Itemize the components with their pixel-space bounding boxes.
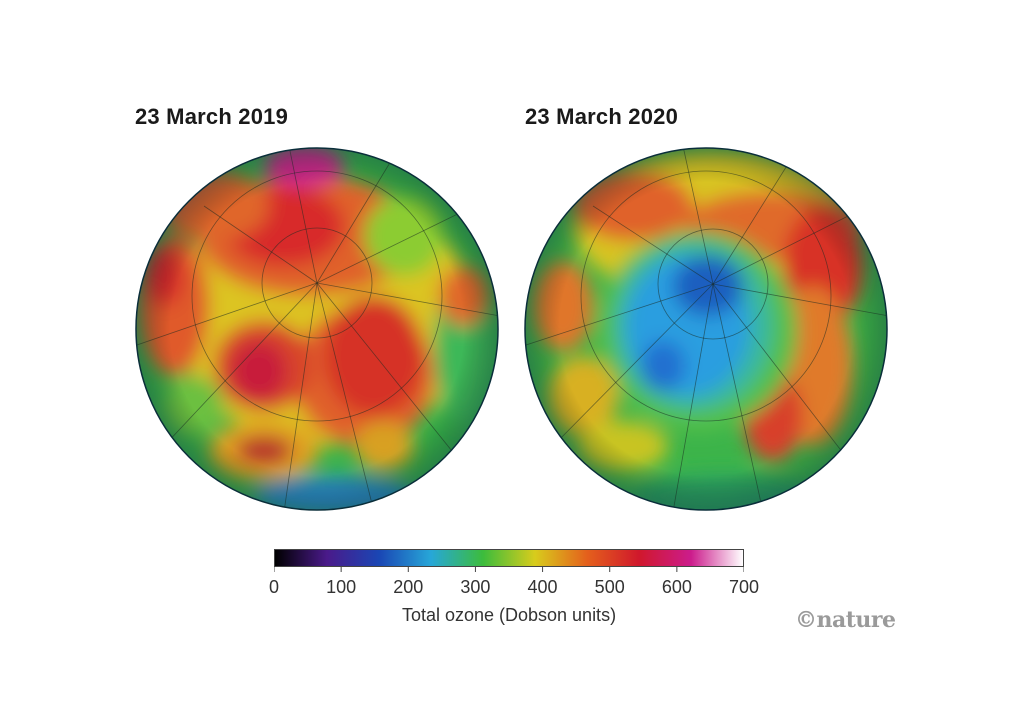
colorbar-tick-label: 500: [594, 577, 625, 597]
colorbar-gradient: [275, 550, 743, 566]
colorbar-tick-label: 300: [460, 577, 491, 597]
ozone-globe-2020: [524, 147, 888, 511]
colorbar-tick-label: 600: [661, 577, 692, 597]
colorbar-label: Total ozone (Dobson units): [401, 605, 617, 625]
ozone-globe-2019: [135, 147, 499, 511]
nature-credit: ©nature: [795, 607, 896, 633]
colorbar-tick-label: 700: [728, 577, 760, 597]
colorbar-ticks: [274, 566, 744, 572]
ozone-colorbar: [274, 549, 744, 567]
colorbar-tick-label: 0: [268, 577, 280, 597]
colorbar-tick-label: 400: [527, 577, 558, 597]
colorbar-tick-label: 100: [326, 577, 357, 597]
map-title-2020: 23 March 2020: [525, 104, 679, 129]
map-title-2019: 23 March 2019: [135, 104, 289, 129]
colorbar-tick-label: 200: [393, 577, 424, 597]
